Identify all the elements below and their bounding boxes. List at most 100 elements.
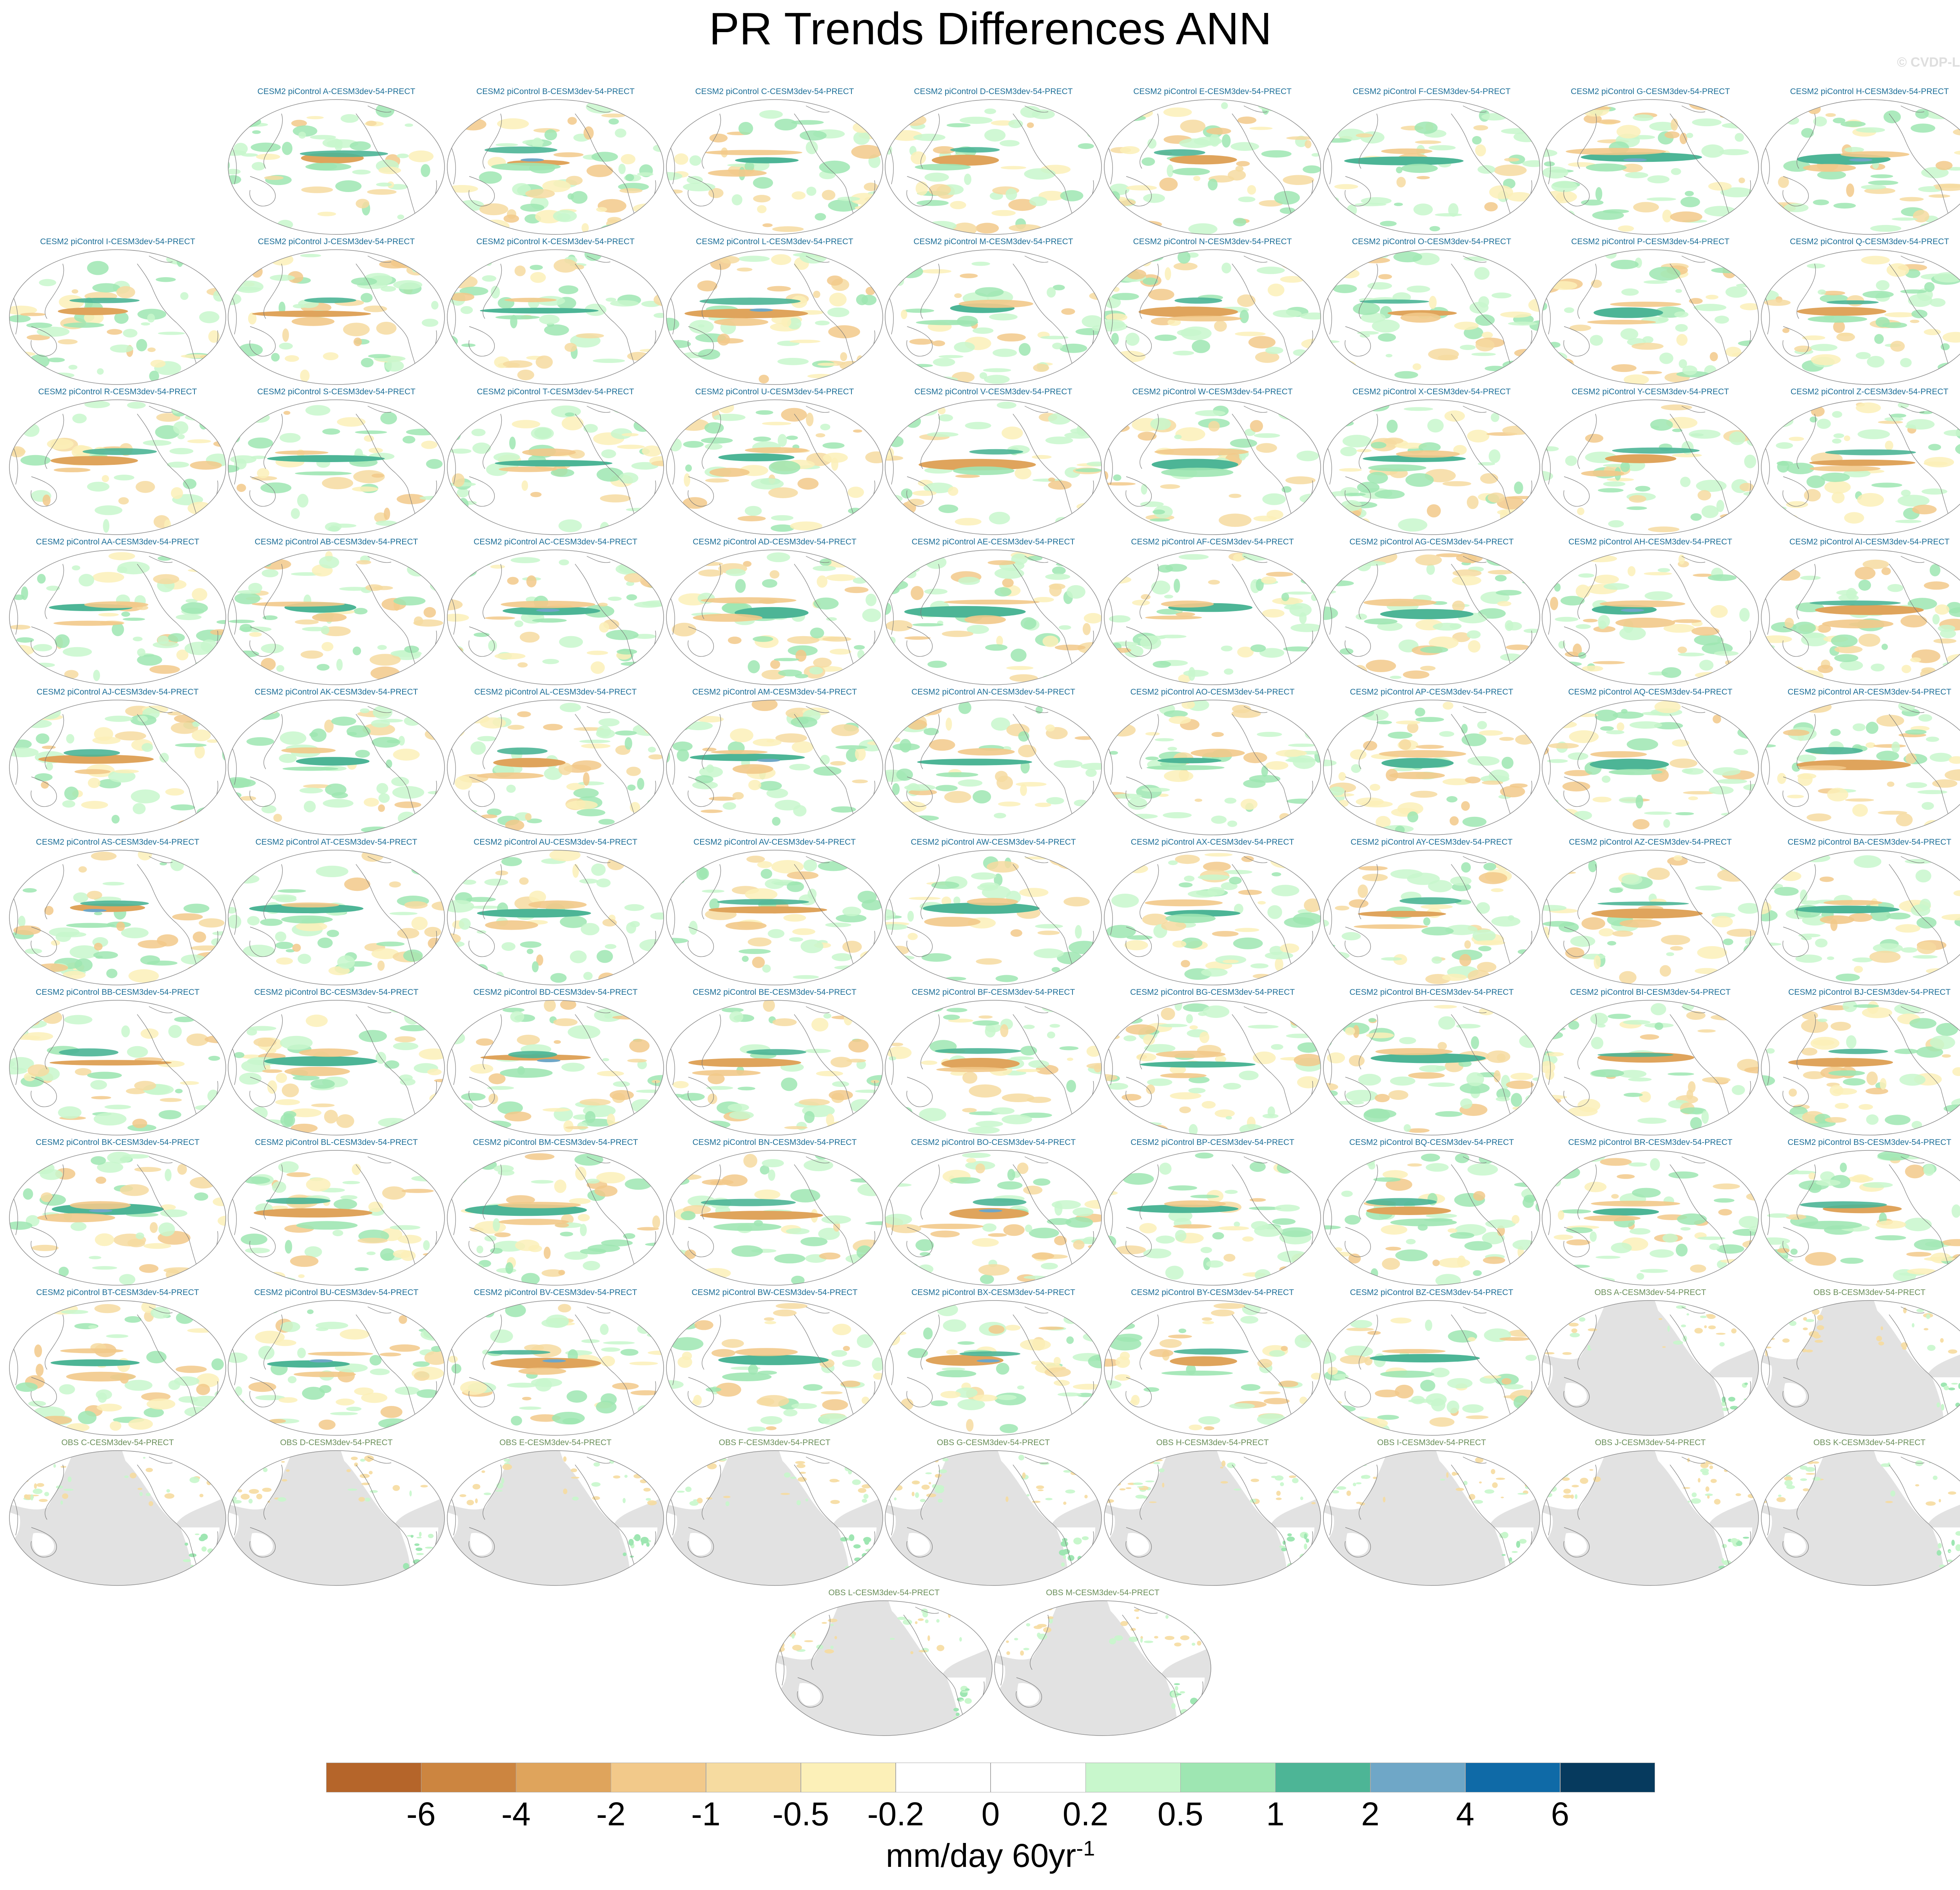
trend-blob (192, 860, 220, 867)
trend-blob (709, 796, 737, 801)
trend-blob (1278, 406, 1302, 420)
coastline (1243, 856, 1268, 863)
trend-blob (460, 523, 468, 534)
map-border (1761, 99, 1960, 235)
trend-blob (272, 1181, 287, 1193)
trend-blob (1261, 576, 1277, 584)
map-panel: CESM2 piControl G-CESM3dev-54-PRECT (1541, 87, 1760, 236)
trend-blob (675, 417, 695, 424)
trend-blob (1858, 579, 1871, 591)
trend-blob (1676, 334, 1688, 346)
trend-blob (176, 820, 198, 831)
trend-blob (515, 1239, 539, 1251)
trend-blob (271, 894, 297, 901)
trend-blob (1048, 480, 1072, 490)
trend-blob (544, 129, 557, 141)
trend-blob (1786, 463, 1815, 474)
trend-blob (1844, 147, 1864, 153)
equatorial-band (1803, 164, 1856, 172)
trend-blob (1768, 670, 1781, 677)
trend-blob (404, 646, 419, 653)
trend-blob (671, 622, 697, 637)
trend-blob (1028, 1060, 1049, 1068)
map-panel-title: CESM2 piControl D-CESM3dev-54-PRECT (914, 87, 1073, 96)
map-panel: CESM2 piControl AU-CESM3dev-54-PRECT (446, 838, 665, 987)
trend-blob (303, 801, 316, 813)
trend-blob (964, 174, 971, 185)
trend-blob (597, 726, 611, 737)
trend-blob (1258, 100, 1285, 111)
trend-blob (1281, 486, 1292, 493)
trend-blob (91, 851, 117, 861)
trend-blob (352, 646, 361, 655)
trend-blob (1846, 183, 1855, 197)
coastline (450, 745, 456, 785)
trend-blob (1856, 402, 1881, 414)
map-panel: CESM2 piControl BC-CESM3dev-54-PRECT (227, 988, 446, 1137)
trend-blob (888, 955, 915, 960)
trend-blob (114, 312, 129, 324)
coastline (31, 476, 57, 507)
map-panel-title: CESM2 piControl BD-CESM3dev-54-PRECT (473, 988, 638, 997)
trend-blob (679, 260, 695, 267)
trend-blob (1016, 1069, 1040, 1072)
trend-blob (360, 293, 373, 303)
trend-blob (1111, 293, 1139, 300)
trend-blob (363, 305, 387, 312)
trend-blob (1065, 1217, 1093, 1228)
trend-blob (1802, 915, 1828, 926)
map-panel: CESM2 piControl AN-CESM3dev-54-PRECT (884, 687, 1103, 836)
trend-blob (1670, 946, 1683, 951)
map-panel: CESM2 piControl Q-CESM3dev-54-PRECT (1760, 237, 1960, 386)
trend-blob (731, 194, 742, 205)
trend-blob (1240, 310, 1249, 323)
coastline (586, 406, 611, 413)
trend-blob (1248, 336, 1276, 349)
trend-blob (1936, 853, 1949, 867)
trend-blob (1426, 504, 1441, 518)
coastline (367, 556, 392, 563)
trend-blob (501, 857, 522, 866)
trend-blob (402, 435, 416, 444)
trend-blob (1290, 1015, 1301, 1026)
coastline (794, 714, 834, 773)
trend-blob (1521, 516, 1532, 521)
coastline (149, 706, 173, 713)
coastline (1140, 113, 1159, 169)
trend-blob (1033, 364, 1049, 372)
trend-blob (180, 292, 189, 300)
trend-blob (806, 187, 817, 196)
trend-blob (390, 1225, 421, 1230)
trend-blob (1661, 404, 1692, 410)
trend-blob (1239, 452, 1246, 461)
trend-blob (1258, 901, 1266, 905)
trend-blob (1673, 855, 1682, 861)
trend-blob (1938, 625, 1955, 632)
trend-blob (251, 1106, 268, 1120)
trend-blob (1876, 280, 1890, 290)
trend-blob (1290, 623, 1321, 632)
map-border (9, 550, 226, 685)
coastline (1326, 1045, 1332, 1085)
trend-blob (1136, 1053, 1156, 1061)
coastline (1764, 145, 1770, 185)
trend-blob (9, 1057, 34, 1070)
trend-blob (1913, 210, 1929, 223)
trend-blob (1599, 928, 1614, 937)
trend-blob (1023, 1025, 1035, 1029)
trend-blob (1688, 1081, 1696, 1093)
equatorial-band (1599, 600, 1686, 608)
trend-blob (1842, 1000, 1857, 1012)
trend-blob (229, 619, 255, 623)
coastline (888, 1045, 894, 1085)
trend-blob (781, 317, 791, 327)
trend-blob (1951, 250, 1960, 261)
trend-blob (376, 941, 405, 947)
trend-blob (611, 400, 630, 413)
trend-blob (1713, 767, 1741, 776)
trend-blob (1583, 619, 1598, 622)
coastline (806, 105, 830, 112)
map-panel-title: CESM2 piControl BH-CESM3dev-54-PRECT (1349, 988, 1514, 997)
trend-blob (137, 715, 148, 722)
trend-blob (150, 1222, 158, 1233)
